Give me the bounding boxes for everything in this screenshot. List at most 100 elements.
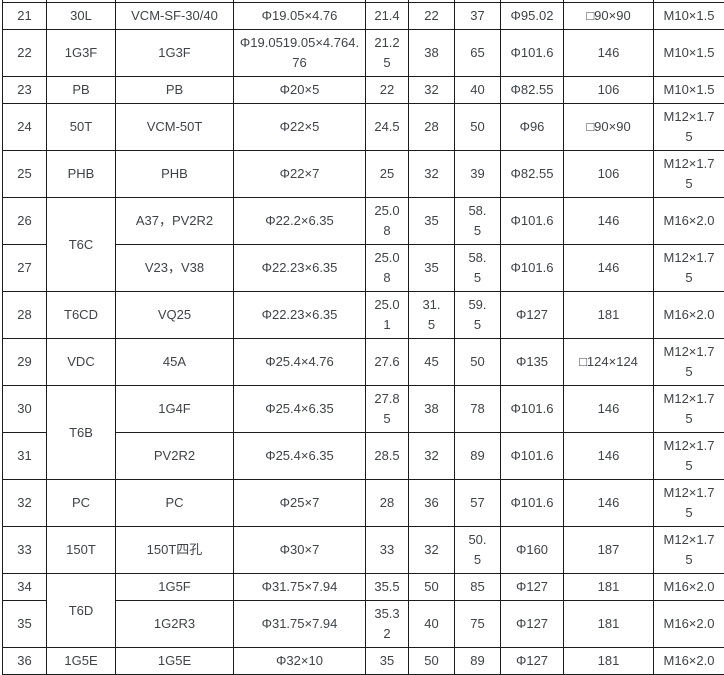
cell-seal_size: Φ25×7 xyxy=(233,479,366,527)
cell-thread: M12×1.7 5 xyxy=(653,150,724,198)
cell-v5: □90×90 xyxy=(563,2,654,30)
cell-seal_size: Φ32×10 xyxy=(233,647,366,675)
cell-v4: Φ127 xyxy=(500,600,564,648)
cell-v1: 28 xyxy=(365,479,409,527)
cell-v1: 22 xyxy=(365,76,409,104)
cell-thread: M16×2.0 xyxy=(653,291,724,339)
table-row-28: 28 T6CD VQ25 Φ22.23×6.35 25.0 1 31. 5 59. 5 Φ12… xyxy=(2,291,724,339)
cell-v4: Φ127 xyxy=(500,647,564,675)
cell-group: 150T xyxy=(46,526,116,574)
cell-model: VCM-SF-30/40 xyxy=(115,2,234,30)
cell-v4: Φ95.02 xyxy=(500,2,564,30)
cell-no: 27 xyxy=(2,244,47,292)
cell-v5: 181 xyxy=(563,573,654,601)
cell-group: T6B xyxy=(46,385,116,480)
cell-no: 21 xyxy=(2,2,47,30)
cell-v4: Φ96 xyxy=(500,103,564,151)
cell-v4: Φ82.55 xyxy=(500,150,564,198)
cell-seal_size: Φ22×5 xyxy=(233,103,366,151)
cell-group: T6C xyxy=(46,197,116,292)
cell-v2: 45 xyxy=(408,338,455,386)
table-row-24: 24 50T VCM-50T Φ22×5 24.5 28 50 Φ96 □90×90 M12×1.… xyxy=(2,103,724,151)
cell-v5: 146 xyxy=(563,432,654,480)
cell-v3: 65 xyxy=(454,29,501,77)
cell-no: 22 xyxy=(2,29,47,77)
cell-v3: 58. 5 xyxy=(454,197,501,245)
cell-v3: 39 xyxy=(454,150,501,198)
cell-thread: M16×2.0 xyxy=(653,197,724,245)
cell-v1: 33 xyxy=(365,526,409,574)
cell-v5: □124×124 xyxy=(563,338,654,386)
cell-thread: M16×2.0 xyxy=(653,573,724,601)
cell-v1: 21.2 5 xyxy=(365,29,409,77)
cell-thread: M12×1.7 5 xyxy=(653,103,724,151)
cell-model: 1G3F xyxy=(115,29,234,77)
cell-v4: Φ82.55 xyxy=(500,76,564,104)
cell-v5: 181 xyxy=(563,647,654,675)
cell-thread: M10×1.5 xyxy=(653,2,724,30)
cell-thread: M12×1.7 5 xyxy=(653,338,724,386)
table-row-33: 33 150T 150T四孔 Φ30×7 33 32 50. 5 Φ160 187 M12×1.7… xyxy=(2,526,724,574)
cell-group: 1G5E xyxy=(46,647,116,675)
cell-v5: 146 xyxy=(563,385,654,433)
cell-model: 1G5E xyxy=(115,647,234,675)
cell-model: PC xyxy=(115,479,234,527)
cell-seal_size: Φ25.4×4.76 xyxy=(233,338,366,386)
cell-model: 1G2R3 xyxy=(115,600,234,648)
cell-v4: Φ101.6 xyxy=(500,479,564,527)
cell-v5: 146 xyxy=(563,197,654,245)
cell-v1: 27.6 xyxy=(365,338,409,386)
table-row-25: 25 PHB PHB Φ22×7 25 32 39 Φ82.55 106 M12×1.7 5 xyxy=(2,150,724,198)
cell-seal_size: Φ20×5 xyxy=(233,76,366,104)
cell-v1: 25.0 1 xyxy=(365,291,409,339)
cell-v2: 50 xyxy=(408,573,455,601)
cell-v5: 106 xyxy=(563,76,654,104)
cell-model: PHB xyxy=(115,150,234,198)
cell-v3: 37 xyxy=(454,2,501,30)
table-row-26: 26 T6C A37，PV2R2 Φ22.2×6.35 25.0 8 35 58. 5 Φ10… xyxy=(2,197,724,292)
table-row-35: 35 1G2R3 Φ31.75×7.94 35.3 2 40 75 Φ127 181 M16×2… xyxy=(2,600,724,648)
cell-model: VCM-50T xyxy=(115,103,234,151)
cell-seal_size: Φ19.0519.05×4.764. 76 xyxy=(233,29,366,77)
cell-seal_size: Φ22×7 xyxy=(233,150,366,198)
cell-v2: 35 xyxy=(408,244,455,292)
table-row-21: 21 30L VCM-SF-30/40 Φ19.05×4.76 21.4 22 37 Φ95.… xyxy=(2,2,724,30)
cell-v2: 31. 5 xyxy=(408,291,455,339)
cell-v3: 57 xyxy=(454,479,501,527)
cell-v2: 32 xyxy=(408,76,455,104)
cell-v5: □90×90 xyxy=(563,103,654,151)
cell-v3: 75 xyxy=(454,600,501,648)
cell-v3: 40 xyxy=(454,76,501,104)
cell-model: A37，PV2R2 xyxy=(115,197,234,245)
cell-model: 1G4F xyxy=(115,385,234,433)
cell-v5: 181 xyxy=(563,600,654,648)
cell-thread: M12×1.7 5 xyxy=(653,244,724,292)
cell-model: 150T四孔 xyxy=(115,526,234,574)
cell-v1: 35.5 xyxy=(365,573,409,601)
cell-v4: Φ101.6 xyxy=(500,244,564,292)
table-row-23: 23 PB PB Φ20×5 22 32 40 Φ82.55 106 M10×1.5 xyxy=(2,76,724,104)
cell-seal_size: Φ30×7 xyxy=(233,526,366,574)
cell-v5: 146 xyxy=(563,479,654,527)
cell-thread: M12×1.7 5 xyxy=(653,479,724,527)
cell-v2: 35 xyxy=(408,197,455,245)
cell-no: 34 xyxy=(2,573,47,601)
cell-group: 30L xyxy=(46,2,116,30)
table-row-30: 30 T6B 1G4F Φ25.4×6.35 27.8 5 38 78 Φ101.6 146 M1… xyxy=(2,385,724,480)
cell-v3: 50 xyxy=(454,103,501,151)
cell-v5: 106 xyxy=(563,150,654,198)
cell-model: V23，V38 xyxy=(115,244,234,292)
cell-v1: 27.8 5 xyxy=(365,385,409,433)
cell-model: VQ25 xyxy=(115,291,234,339)
cell-v5: 146 xyxy=(563,29,654,77)
cell-group: 1G3F xyxy=(46,29,116,77)
cell-group: T6CD xyxy=(46,291,116,339)
cell-no: 32 xyxy=(2,479,47,527)
cell-v3: 50 xyxy=(454,338,501,386)
table-row-34: 34 T6D 1G5F Φ31.75×7.94 35.5 50 85 Φ127 181 M16×2… xyxy=(2,573,724,648)
cell-no: 30 xyxy=(2,385,47,433)
cell-v4: Φ160 xyxy=(500,526,564,574)
cell-v5: 187 xyxy=(563,526,654,574)
